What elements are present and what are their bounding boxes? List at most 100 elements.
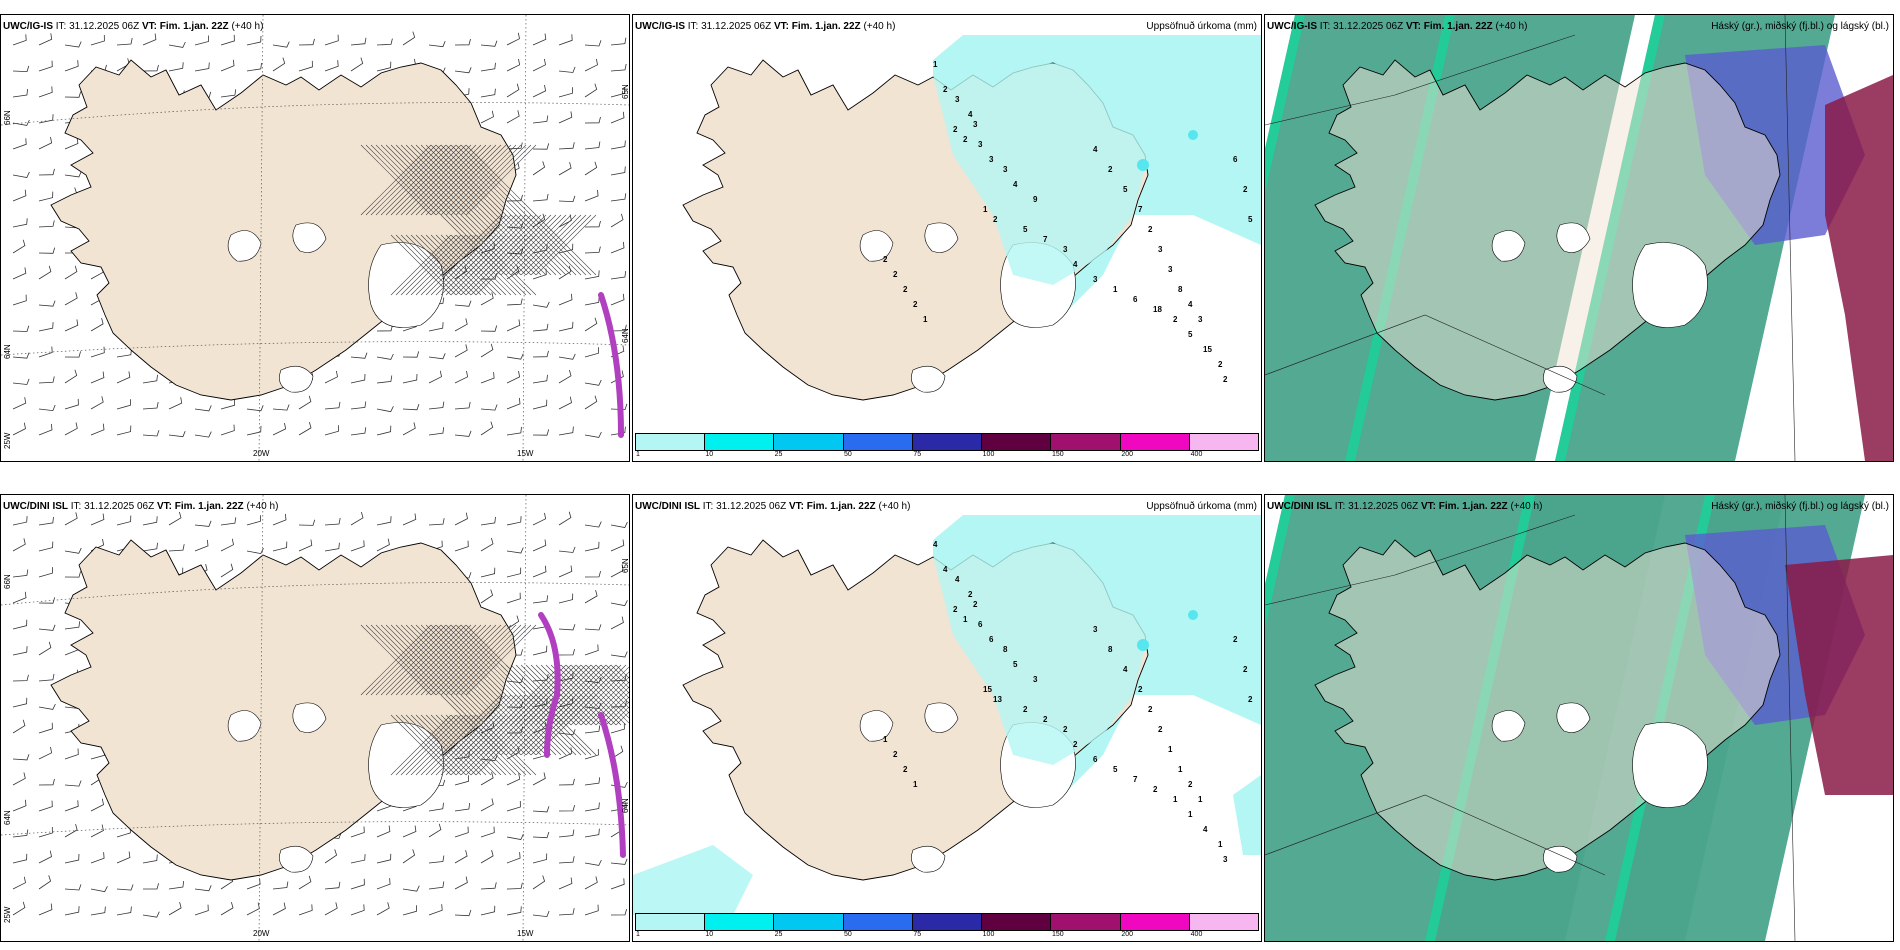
precip-value: 4 [955,575,960,584]
precip-value: 2 [943,85,948,94]
colorbar-labels: 1 10 25 50 75 100 150 200 400 [635,931,1259,941]
precip-value: 6 [1233,155,1238,164]
precip-value: 3 [1223,855,1228,864]
precip-value: 6 [1133,295,1138,304]
lat-label: 64N [621,328,630,343]
panel-header: UWC/DINI ISL IT: 31.12.2025 06Z VT: Fim.… [3,501,279,512]
precip-value: 2 [1108,165,1113,174]
precip-value: 4 [933,540,938,549]
precip-value: 2 [883,255,888,264]
precip-value: 1 [913,780,918,789]
colorbar [635,913,1259,931]
lat-label: 64N [3,810,12,825]
precip-value: 8 [1178,285,1183,294]
colorbar-swatch [982,434,1052,450]
precip-value: 1 [1173,795,1178,804]
lon-label: 20W [253,449,270,458]
precip-value: 2 [1218,360,1223,369]
wind-panel-top: UWC/IG-IS IT: 31.12.2025 06Z VT: Fim. 1.… [0,14,630,462]
precip-value: 3 [989,155,994,164]
precip-value: 5 [1248,215,1253,224]
cloud-map-top [1265,15,1893,461]
colorbar-swatch [705,434,775,450]
wind-map-top [1,15,629,461]
lon-label: 25W [3,906,12,923]
precip-value: 2 [893,270,898,279]
precip-value: 5 [1023,225,1028,234]
colorbar-swatch [774,914,844,930]
colorbar-label: 200 [1121,451,1134,458]
colorbar-swatch [636,914,706,930]
precip-value: 2 [1248,695,1253,704]
wind-panel-bottom: UWC/DINI ISL IT: 31.12.2025 06Z VT: Fim.… [0,494,630,942]
precip-value: 2 [1243,185,1248,194]
cloud-map-bottom [1265,495,1893,941]
precip-map-bottom [633,515,1261,915]
precip-value: 2 [1173,315,1178,324]
precip-value: 2 [973,600,978,609]
colorbar-label: 400 [1190,931,1203,938]
precip-value: 6 [989,635,994,644]
precip-value: 15 [983,685,992,694]
panel-header: UWC/DINI ISL IT: 31.12.2025 06Z VT: Fim.… [1267,501,1543,512]
precip-value: 6 [1093,755,1098,764]
precip-value: 15 [1203,345,1212,354]
colorbar-label: 1 [636,931,640,938]
precip-value: 2 [1153,785,1158,794]
wind-map-bottom [1,495,629,941]
lat-label: 64N [3,344,12,359]
precip-value: 2 [1043,715,1048,724]
precip-value: 2 [1148,705,1153,714]
precip-value: 7 [1133,775,1138,784]
precip-value: 1 [1218,840,1223,849]
colorbar-label: 200 [1121,931,1134,938]
colorbar-swatch [912,914,983,930]
precip-value: 2 [903,285,908,294]
lon-label: 15W [517,449,534,458]
precip-value: 4 [1203,825,1208,834]
colorbar-swatch [1051,434,1121,450]
colorbar-label: 50 [844,931,852,938]
precip-value: 2 [1023,705,1028,714]
colorbar-label: 10 [705,451,714,458]
colorbar-label: 150 [1052,451,1064,458]
precip-value: 4 [1013,180,1018,189]
lat-label: 64N [621,798,630,813]
lat-label: 66N [3,574,12,589]
precip-value: 13 [993,695,1002,704]
cloud-panel-bottom: UWC/DINI ISL IT: 31.12.2025 06Z VT: Fim.… [1264,494,1894,942]
precip-title: Uppsöfnuð úrkoma (mm) [1146,501,1257,512]
colorbar-swatch [1120,434,1190,450]
precip-value: 2 [1148,225,1153,234]
colorbar-label: 100 [982,931,995,938]
precip-value: 2 [1158,725,1163,734]
colorbar-swatch [636,434,706,450]
precip-value: 3 [1093,275,1098,284]
precip-value: 3 [1063,245,1068,254]
precip-value: 2 [1188,780,1193,789]
lat-label: 65N [621,84,630,99]
precip-value: 5 [1113,765,1118,774]
precip-value: 4 [1093,145,1098,154]
precip-value: 9 [1033,195,1038,204]
colorbar-label: 50 [844,451,852,458]
precip-value: 1 [963,615,968,624]
precip-value: 2 [893,750,898,759]
precip-value: 5 [1123,185,1128,194]
cloud-title: Háský (gr.), miðský (fj.bl.) og lágský (… [1711,21,1889,32]
colorbar-label: 1 [636,451,640,458]
precip-value: 3 [955,95,960,104]
lon-label: 25W [3,432,12,449]
precip-value: 5 [1013,660,1018,669]
precip-value: 4 [968,110,973,119]
lon-label: 20W [253,929,270,938]
precip-value: 1 [1188,810,1193,819]
precip-value: 3 [1003,165,1008,174]
colorbar-label: 400 [1190,451,1203,458]
colorbar-swatch [774,434,844,450]
precip-value: 8 [1108,645,1113,654]
precip-value: 1 [1168,745,1173,754]
lat-label: 66N [3,110,12,125]
precip-value: 3 [978,140,983,149]
precip-value: 5 [1188,330,1193,339]
